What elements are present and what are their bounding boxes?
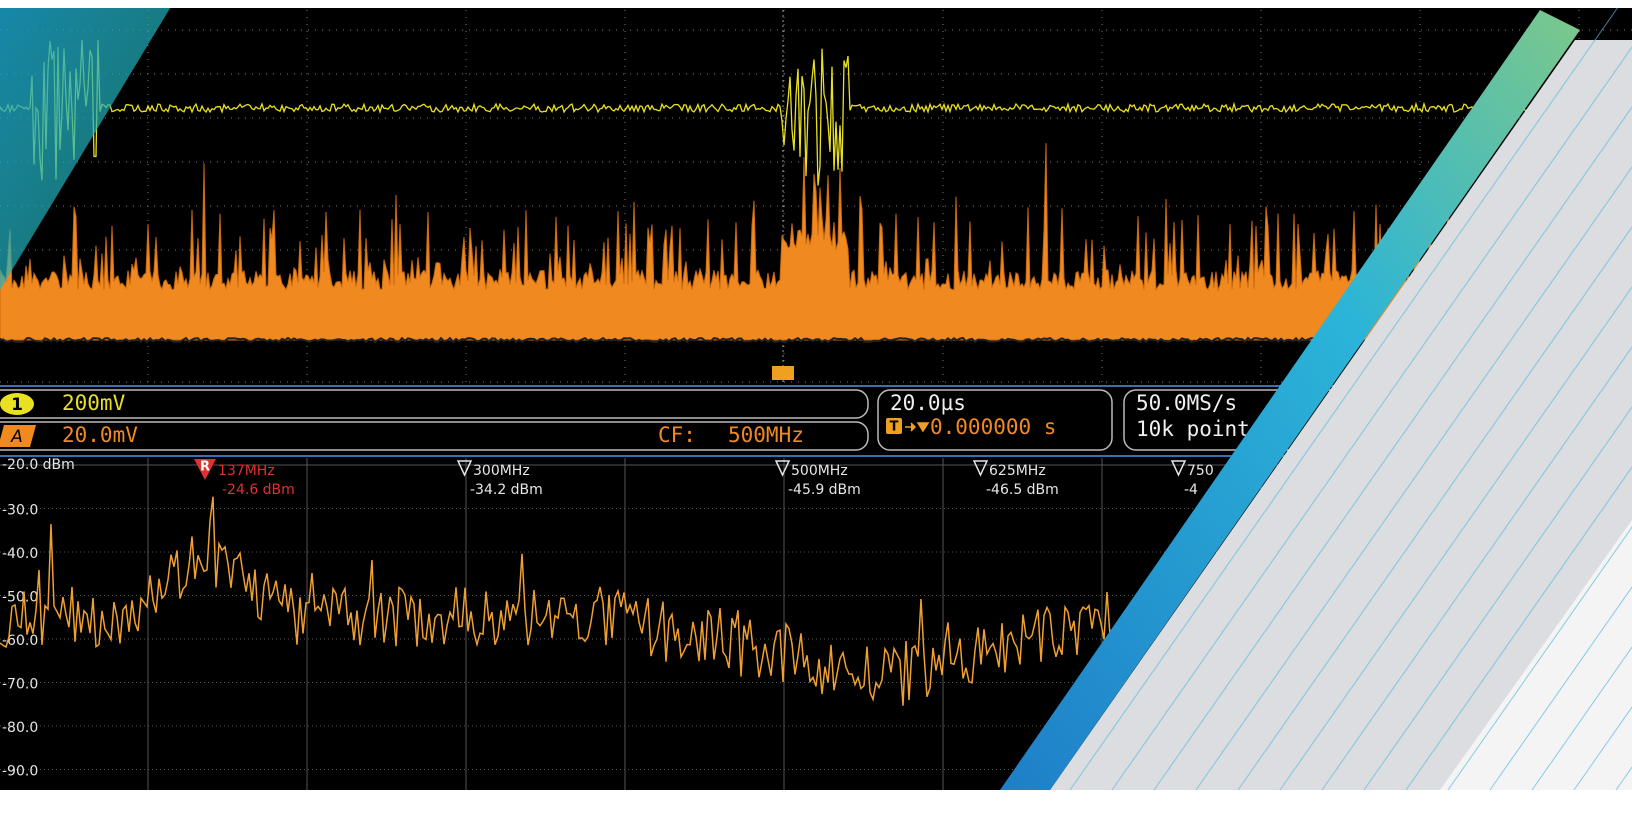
y-label: -20.0 dBm [2, 457, 75, 473]
decor [1440, 520, 1632, 790]
decor-line [1195, 166, 1632, 791]
badge-text: T [890, 420, 899, 435]
channel-scale: 200mV [62, 391, 126, 415]
marker-badge: R [200, 460, 210, 475]
marker-amplitude: -45.9 dBm [788, 482, 861, 498]
decor-line [1153, 106, 1632, 791]
y-label: -30.0 [2, 503, 38, 519]
marker [972, 460, 989, 477]
record-length: 10k point [1136, 417, 1250, 441]
spectrum: -20.0 dBm -30.0 -40.0 -50.0 -60.0 -70.0 -80.0 -… [0, 457, 1632, 790]
decor-line [1279, 286, 1632, 791]
trigger-arrow [905, 422, 930, 433]
y-label: -40.0 [2, 546, 38, 562]
marker [456, 460, 473, 477]
badge-text: 1 [11, 395, 23, 415]
decor-line [1321, 346, 1632, 791]
channel-box [0, 389, 869, 419]
reference-marker [194, 459, 216, 480]
y-label: -70.0 [2, 677, 38, 693]
decor [0, 0, 1632, 8]
trigger-badge [886, 418, 902, 434]
marker-frequency: 500MHz [791, 463, 848, 479]
spectrum-trace [0, 496, 1111, 706]
sample-rate: 50.0MS/s [1136, 391, 1237, 415]
badge-text: A [10, 427, 23, 447]
decor [0, 0, 175, 290]
trigger-marker [772, 366, 794, 380]
marker-amplitude: -24.6 dBm [222, 482, 295, 498]
trigger-position: 0.000000 s [930, 415, 1056, 439]
marker-frequency: 137MHz [218, 463, 275, 479]
decor-line [1405, 466, 1632, 791]
channel-box [0, 421, 869, 451]
decor-line [1069, 0, 1624, 791]
marker [774, 460, 791, 477]
y-label: -90.0 [2, 764, 38, 780]
marker-amplitude: -34.2 dBm [470, 482, 543, 498]
time-scale: 20.0µs [890, 391, 966, 415]
channel-badge [0, 393, 34, 415]
marker-frequency: 625MHz [989, 463, 1046, 479]
decor [1000, 10, 1580, 790]
decor-line [1363, 406, 1632, 791]
marker-frequency: 750 [1187, 463, 1214, 479]
decor-line [1531, 646, 1632, 791]
marker-amplitude: -4 [1184, 482, 1198, 498]
y-label: -50.0 [2, 590, 38, 606]
math-badge [0, 425, 36, 447]
decor-line [1447, 526, 1632, 791]
timebase-box [877, 389, 1113, 451]
channel-trace [0, 39, 1632, 186]
channel-scale: 20.0mV [62, 423, 138, 447]
y-label: -60.0 [2, 633, 38, 649]
cf-value: 500MHz [728, 423, 804, 447]
marker-frequency: 300MHz [473, 463, 530, 479]
marker-amplitude: -46.5 dBm [986, 482, 1059, 498]
decor-line [1111, 46, 1632, 791]
decor [1050, 40, 1632, 790]
decor [1069, 0, 1632, 791]
decor [0, 790, 1632, 820]
decor-line [1237, 226, 1632, 791]
y-label: -80.0 [2, 720, 38, 736]
cf-label: CF: [658, 423, 696, 447]
decor-line [1489, 586, 1632, 791]
marker [1170, 460, 1187, 477]
